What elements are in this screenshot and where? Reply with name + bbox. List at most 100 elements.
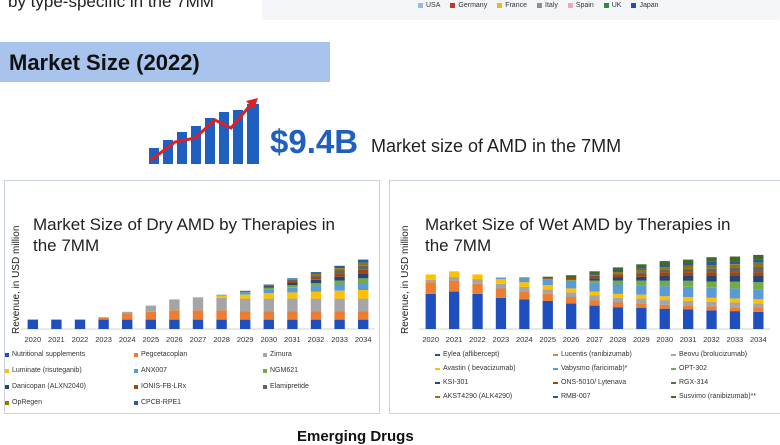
bar-segment: [358, 298, 369, 312]
legend-label: UK: [611, 2, 622, 9]
wet-amd-chart-title: Market Size of Wet AMD by Therapies in t…: [425, 215, 731, 255]
bar-segment: [425, 293, 436, 329]
bar-segment: [263, 286, 274, 288]
bar-segment: [122, 311, 133, 314]
bar-segment: [216, 319, 227, 329]
bar-segment: [169, 299, 180, 311]
legend-swatch: [567, 3, 573, 8]
bar-segment: [566, 277, 577, 280]
bar-segment: [310, 298, 322, 312]
bar-segment: [74, 319, 86, 329]
bar-segment: [753, 282, 764, 290]
bar-segment: [659, 265, 670, 268]
bar-segment: [659, 267, 670, 270]
bar-segment: [706, 276, 717, 282]
legend-label: Italy: [545, 2, 558, 9]
bar-segment: [636, 272, 647, 274]
x-tick-label: 2032: [703, 335, 720, 344]
bar-segment: [334, 284, 345, 291]
bar-segment: [449, 276, 460, 281]
bar-segment: [706, 310, 717, 329]
legend-item: RMB-007: [553, 393, 591, 400]
legend-item: Lucentis (ranibizumab): [553, 351, 632, 358]
bar-segment: [334, 265, 345, 269]
x-tick-label: 2026: [563, 335, 580, 344]
bar-segment: [612, 284, 624, 294]
bar-segment: [706, 306, 717, 311]
x-tick-label: 2027: [586, 335, 603, 344]
bar-segment: [472, 283, 483, 294]
x-tick-label: 2023: [493, 335, 510, 344]
bar-segment: [566, 288, 577, 293]
legend-swatch: [671, 395, 676, 398]
legend-item: OpRegen: [5, 399, 42, 406]
legend-swatch: [263, 384, 267, 389]
bar-segment: [612, 280, 624, 285]
bar-segment: [334, 311, 345, 320]
bar-segment: [542, 293, 553, 301]
bar-segment: [589, 276, 600, 279]
bar-segment: [310, 311, 322, 320]
bar-segment: [659, 308, 670, 329]
bar-segment: [636, 307, 647, 329]
bar-segment: [683, 265, 694, 269]
legend-swatch: [553, 395, 558, 398]
bar-segment: [145, 319, 156, 329]
legend-label: USA: [426, 2, 441, 9]
x-tick-label: 2032: [308, 335, 325, 344]
bar-segment: [683, 305, 694, 310]
legend-swatch: [5, 384, 9, 389]
market-size-value: $9.4B: [270, 123, 359, 160]
bar-segment: [263, 293, 274, 299]
legend-swatch: [671, 381, 676, 384]
legend-swatch: [671, 353, 676, 356]
legend-item: ANX007: [134, 367, 167, 374]
x-tick-label: 2030: [260, 335, 277, 344]
country-legend: USA Germany France Italy Spain UK Japan: [418, 2, 659, 9]
x-tick-label: 2020: [422, 335, 439, 344]
x-tick-label: 2029: [237, 335, 254, 344]
bar-segment: [566, 297, 577, 304]
bar-segment: [753, 266, 764, 273]
bar-segment: [706, 265, 717, 269]
bar-segment: [683, 276, 694, 281]
legend-label: Elamipretide: [270, 383, 309, 390]
bar-segment: [706, 257, 717, 262]
bar-segment: [589, 271, 600, 275]
bar-segment: [425, 282, 436, 294]
bar-segment: [263, 285, 274, 287]
bar-segment: [240, 311, 251, 320]
bar-segment: [566, 279, 577, 281]
legend-label: ONS-5010/ Lytenava: [561, 379, 627, 386]
legend-swatch: [134, 352, 138, 357]
x-tick-label: 2025: [539, 335, 556, 344]
bar-segment: [659, 261, 670, 265]
legend-label: Beovu (brolucizumab): [679, 351, 748, 358]
bar-segment: [542, 300, 553, 329]
bar-segment: [636, 280, 647, 286]
bar-segment: [659, 304, 670, 309]
bar-segment: [519, 299, 530, 329]
bar-segment: [51, 319, 62, 329]
bar-segment: [589, 275, 600, 276]
bar-segment: [683, 286, 694, 297]
bar-segment: [358, 319, 369, 329]
legend-swatch: [435, 353, 440, 356]
bar-segment: [216, 297, 227, 311]
legend-swatch: [5, 400, 9, 405]
bar-segment: [358, 259, 369, 263]
legend-label: AKST4290 (ALK4290): [443, 393, 513, 400]
bar-segment: [729, 267, 741, 273]
bar-segment: [98, 319, 109, 329]
dry-amd-chart: 2020 2021 2022 2023 2024 2025 2026 2027 2028 2029…: [21, 259, 375, 344]
bar-segment: [287, 319, 298, 329]
legend-label: Susvimo (ranibizumab)**: [679, 393, 757, 400]
bar-segment: [636, 294, 647, 299]
legend-item: Nutritional supplements: [5, 351, 85, 358]
wet-amd-chart: 2020 2021 2022 2023 2024 2025 2026 2027 2028 2029…: [419, 254, 770, 344]
bar-segment: [612, 293, 624, 298]
bar-segment: [612, 307, 624, 329]
legend-swatch: [671, 367, 676, 370]
bar-segment: [659, 286, 670, 297]
bar-segment: [753, 299, 764, 304]
